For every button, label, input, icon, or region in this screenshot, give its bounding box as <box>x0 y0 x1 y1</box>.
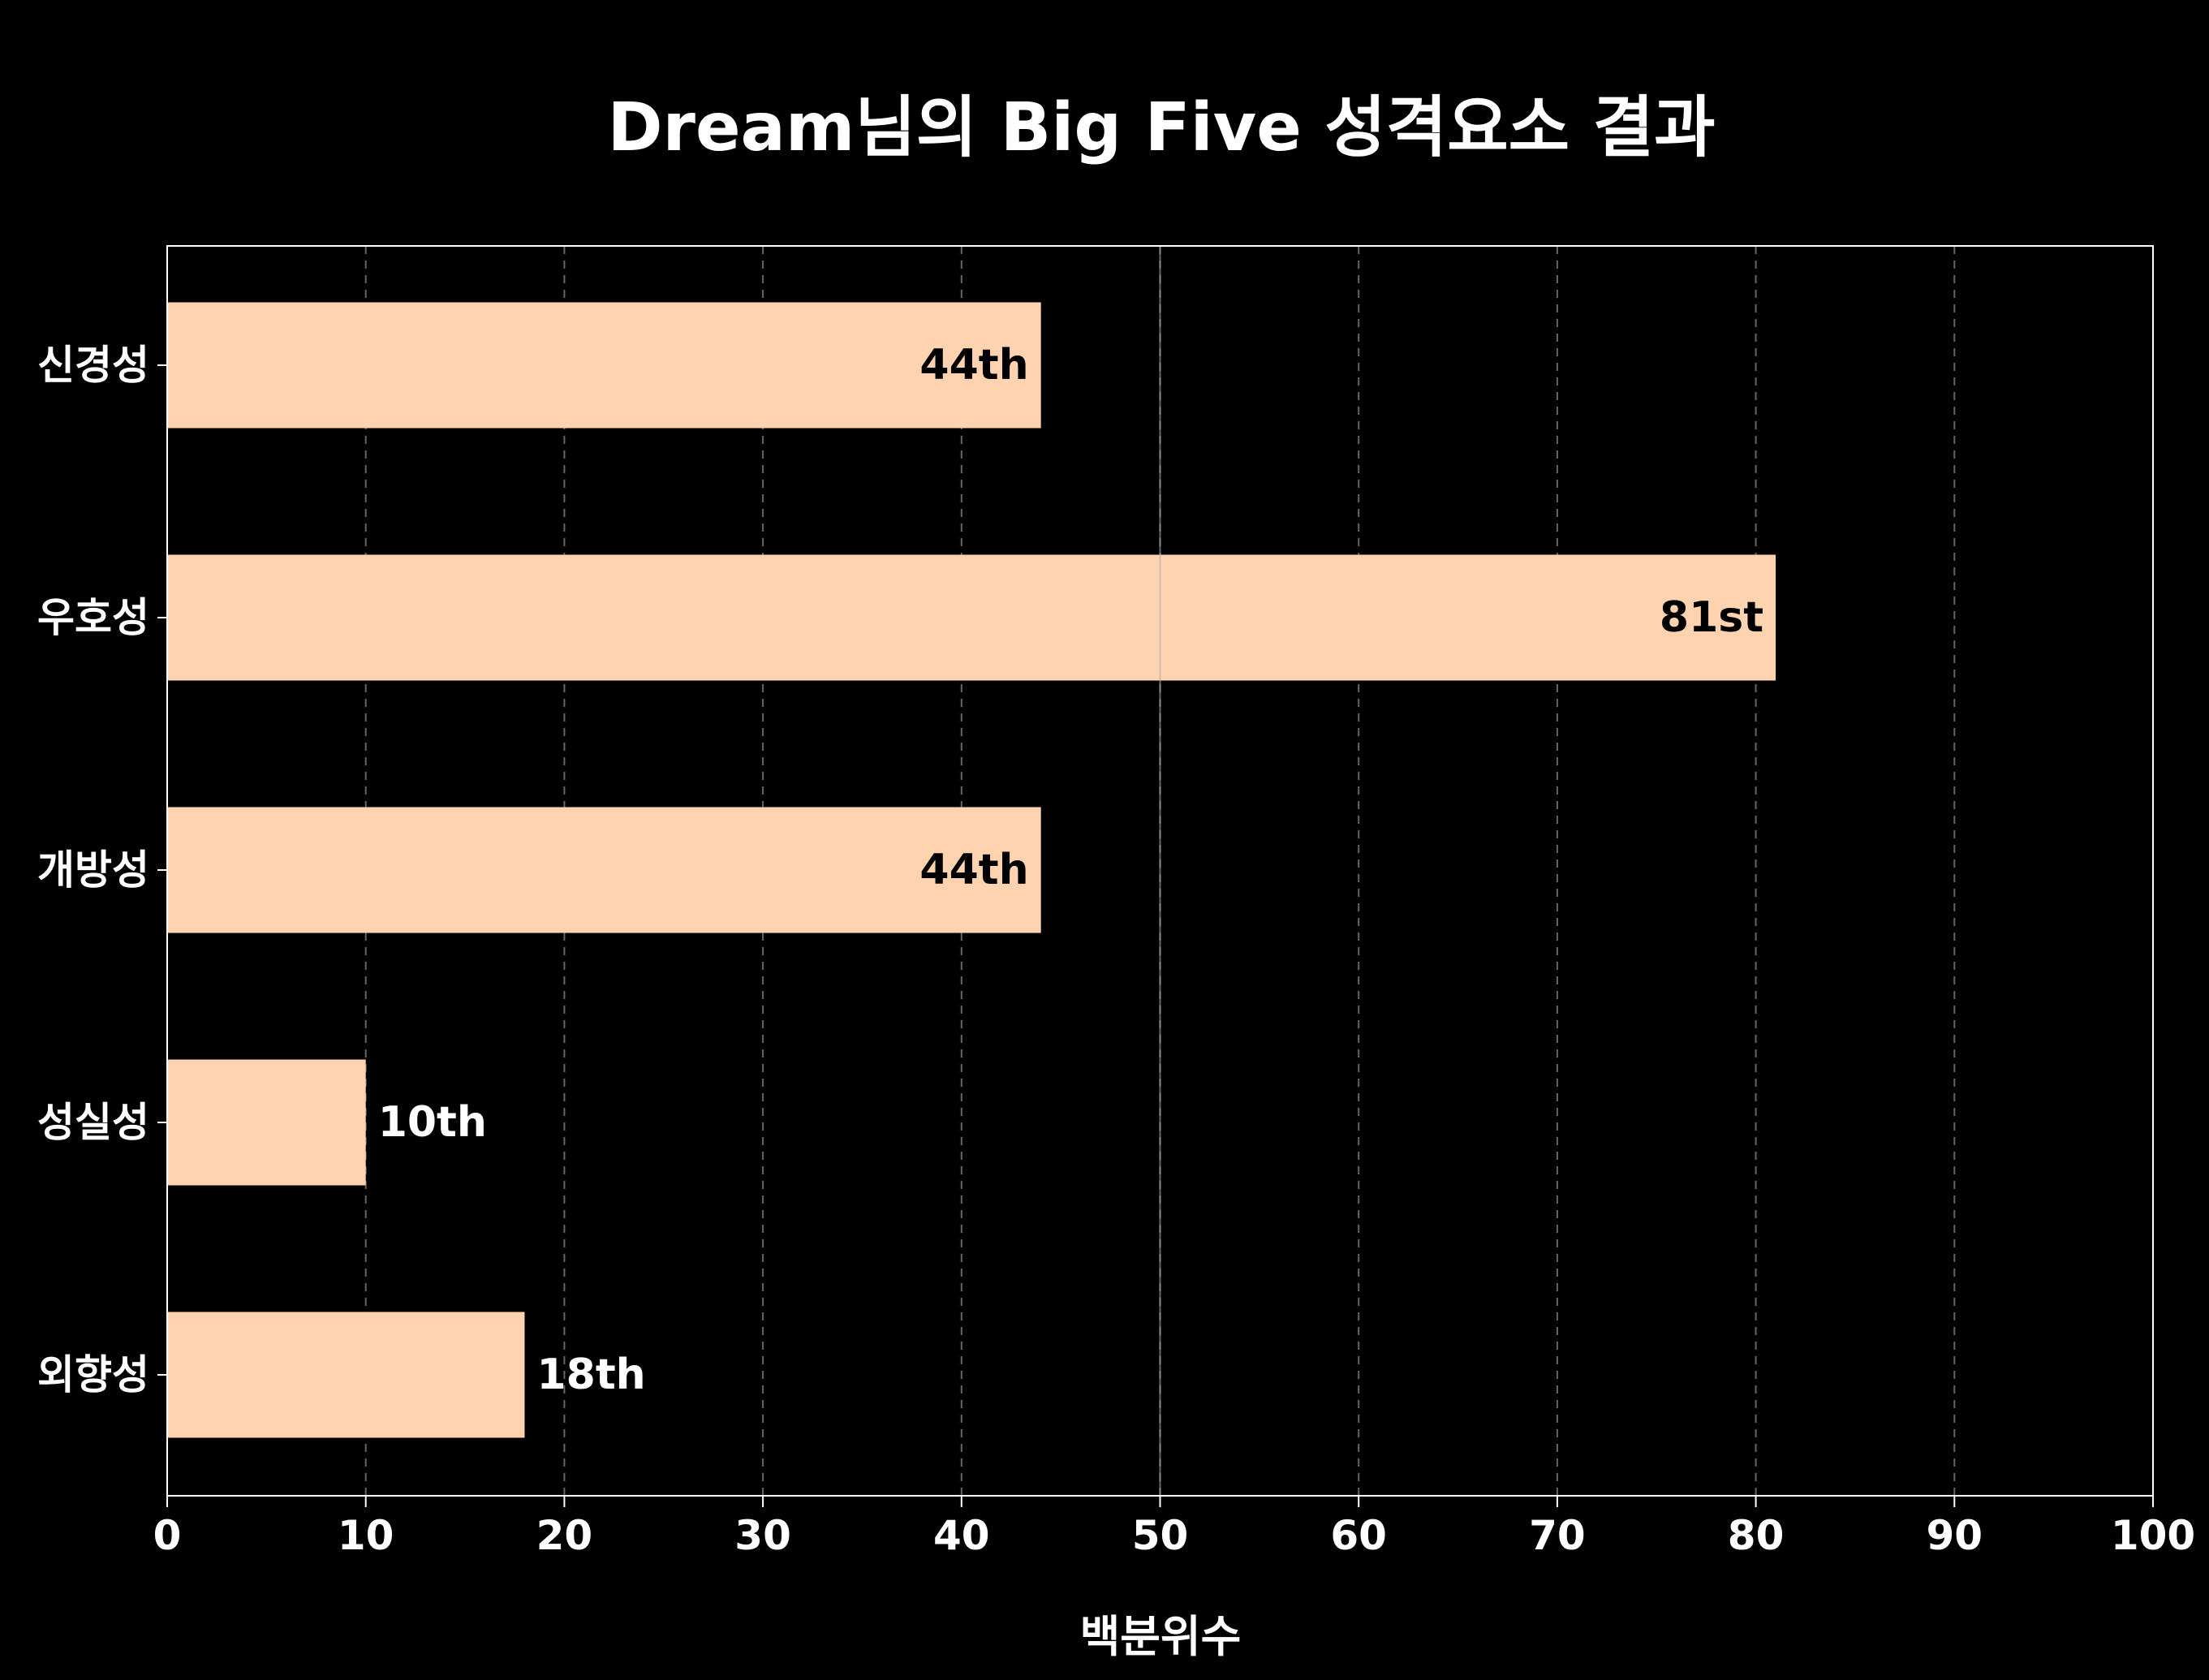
y-tick-label-1: 신경성 <box>37 342 149 389</box>
y-tick-label-3: 개방성 <box>37 846 149 894</box>
x-tick-label-50: 50 <box>1132 1512 1189 1559</box>
bar-2 <box>167 554 1776 681</box>
bar-label-5: 18th <box>536 1350 645 1399</box>
x-tick-label-60: 60 <box>1330 1512 1387 1559</box>
x-tick-label-30: 30 <box>734 1512 791 1559</box>
bar-label-2: 81st <box>1660 593 1763 642</box>
x-tick-label-0: 0 <box>153 1512 182 1559</box>
y-tick-label-4: 성실성 <box>37 1099 149 1146</box>
y-tick-label-5: 외향성 <box>37 1351 149 1398</box>
bar-label-1: 44th <box>919 341 1028 390</box>
bar-3 <box>167 807 1041 933</box>
x-tick-label-80: 80 <box>1728 1512 1785 1559</box>
bar-4 <box>167 1059 366 1186</box>
bars <box>167 302 1776 1438</box>
y-tick-label-2: 우호성 <box>37 594 149 641</box>
bar-label-3: 44th <box>919 846 1028 894</box>
x-tick-label-10: 10 <box>338 1512 394 1559</box>
bar-1 <box>167 302 1041 429</box>
chart-title: Dream님의 Big Five 성격요소 결과 <box>607 89 1715 166</box>
bar-value-labels: 44th 81st 44th 10th 18th <box>378 341 1763 1399</box>
x-tick-label-20: 20 <box>536 1512 593 1559</box>
bar-5 <box>167 1312 525 1438</box>
bar-label-4: 10th <box>378 1098 487 1147</box>
x-tick-label-40: 40 <box>933 1512 990 1559</box>
x-axis-label: 백분위수 <box>1080 1611 1242 1662</box>
x-tick-label-90: 90 <box>1927 1512 1983 1559</box>
x-tick-label-100: 100 <box>2111 1512 2195 1559</box>
x-tick-label-70: 70 <box>1529 1512 1586 1559</box>
x-axis-ticks: 0 10 20 30 40 50 60 70 80 90 100 <box>153 1496 2195 1559</box>
